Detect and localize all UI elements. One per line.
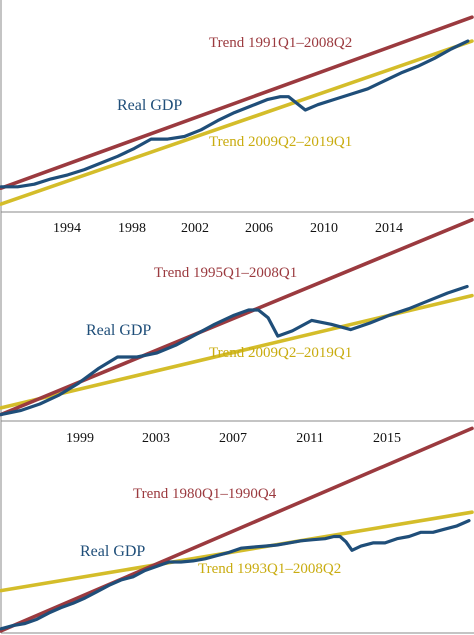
label-trend-pre: Trend 1991Q1–2008Q2	[209, 35, 352, 51]
label-trend-pre: Trend 1995Q1–2008Q1	[154, 265, 297, 281]
tick-label: 2011	[296, 431, 323, 446]
panel-top: 1994 1998 2002 2006 2010 2014 Real GDP T…	[0, 0, 474, 236]
tick-label: 2002	[181, 221, 209, 236]
series-line-trend-post	[0, 39, 474, 206]
tick-label: 1999	[66, 431, 94, 446]
tick-label: 2015	[373, 431, 401, 446]
panel-bottom-series	[0, 426, 474, 633]
tick-label: 2007	[219, 431, 247, 446]
label-real-gdp: Real GDP	[86, 322, 151, 339]
label-trend-post: Trend 2009Q2–2019Q1	[209, 134, 352, 150]
series-line-actual	[0, 39, 470, 189]
panel-bottom: Trend 1980Q1–1990Q4 Real GDP Trend 1993Q…	[0, 421, 474, 634]
label-trend-post: Trend 1993Q1–2008Q2	[198, 561, 341, 577]
series-line-trend-pre	[0, 218, 474, 417]
series-line-trend-pre	[0, 426, 474, 633]
label-trend-post: Trend 2009Q2–2019Q1	[209, 345, 352, 361]
panel-middle-series	[0, 218, 474, 417]
tick-label: 1998	[118, 221, 146, 236]
label-real-gdp: Real GDP	[80, 543, 145, 560]
tick-label: 2014	[375, 221, 403, 236]
panel-middle: 1999 2003 2007 2011 2015 Real GDP Trend …	[0, 212, 474, 446]
tick-label: 2003	[142, 431, 170, 446]
label-trend-pre: Trend 1980Q1–1990Q4	[133, 486, 277, 502]
series-line-trend-pre	[0, 15, 474, 190]
series-line-actual	[0, 284, 469, 417]
tick-label: 2010	[310, 221, 338, 236]
label-real-gdp: Real GDP	[117, 97, 182, 114]
panel-top-series	[0, 15, 474, 206]
series-line-actual	[0, 518, 471, 631]
tick-label: 1994	[53, 221, 81, 236]
tick-label: 2006	[245, 221, 273, 236]
